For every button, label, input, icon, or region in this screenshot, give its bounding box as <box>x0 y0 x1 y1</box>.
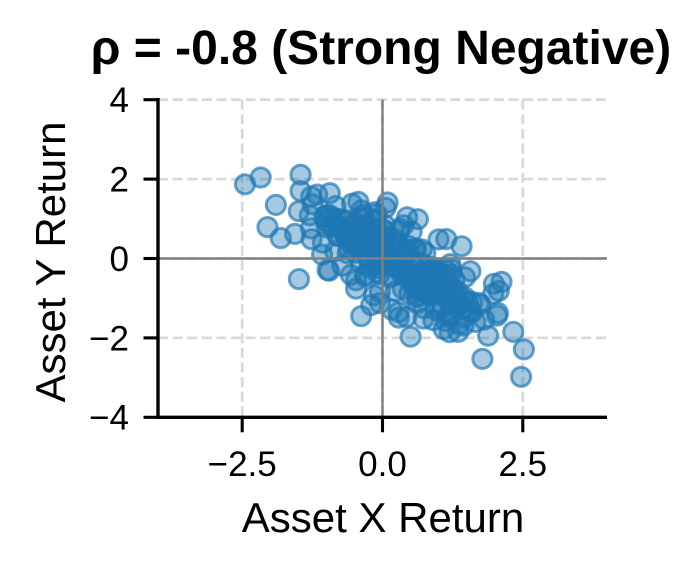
svg-text:ρ = -0.8 (Strong Negative): ρ = -0.8 (Strong Negative) <box>91 22 671 75</box>
svg-text:2: 2 <box>110 161 129 200</box>
svg-text:4: 4 <box>110 81 129 120</box>
svg-text:Asset X Return: Asset X Return <box>242 494 524 541</box>
svg-text:0: 0 <box>110 240 129 279</box>
svg-text:0.0: 0.0 <box>358 445 407 484</box>
svg-text:−4: −4 <box>89 399 129 438</box>
svg-text:Asset Y Return: Asset Y Return <box>27 122 74 403</box>
svg-text:−2: −2 <box>89 319 129 358</box>
svg-text:−2.5: −2.5 <box>208 445 277 484</box>
svg-text:2.5: 2.5 <box>498 445 547 484</box>
